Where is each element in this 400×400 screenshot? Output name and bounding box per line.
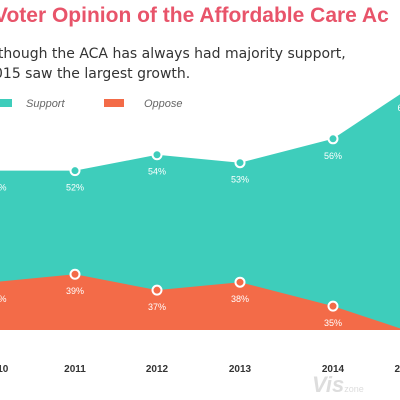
support-value-label: 6 bbox=[397, 103, 400, 113]
oppose-value-label: 35% bbox=[324, 318, 342, 328]
oppose-point bbox=[327, 300, 339, 312]
chart-subtitle: lthough the ACA has always had majority … bbox=[0, 44, 374, 84]
support-value-label: 56% bbox=[324, 151, 342, 161]
watermark-small: zone bbox=[344, 384, 364, 394]
support-value-label: 52% bbox=[66, 183, 84, 193]
legend-swatch-support bbox=[0, 99, 12, 107]
support-point bbox=[327, 133, 339, 145]
legend-label-oppose: Oppose bbox=[144, 98, 183, 110]
oppose-value-label: 8% bbox=[0, 294, 7, 304]
subtitle-line-1: lthough the ACA has always had majority … bbox=[0, 46, 346, 62]
watermark-logo: Viszone bbox=[312, 372, 364, 398]
oppose-value-label: 39% bbox=[66, 286, 84, 296]
x-tick-label: 010 bbox=[0, 364, 9, 375]
oppose-point bbox=[151, 284, 163, 296]
support-value-label: 2% bbox=[0, 183, 7, 193]
support-point bbox=[234, 157, 246, 169]
oppose-point bbox=[234, 276, 246, 288]
watermark-main: Vis bbox=[312, 372, 345, 397]
support-area bbox=[0, 94, 400, 330]
x-tick-label: 2014 bbox=[322, 364, 345, 375]
x-tick-label: 20 bbox=[394, 364, 400, 375]
chart-legend: Support Oppose bbox=[0, 98, 183, 110]
chart-title: Voter Opinion of the Affordable Care Ac bbox=[0, 4, 389, 27]
chart-markers: 2% 52% 54% 53% 56% 6 8% 39% 37% 38% 35% 3 bbox=[0, 103, 400, 352]
x-axis: 010 2011 2012 2013 2014 20 bbox=[0, 364, 400, 375]
support-value-label: 54% bbox=[148, 167, 166, 177]
oppose-value-label: 38% bbox=[231, 294, 249, 304]
support-value-label: 53% bbox=[231, 175, 249, 185]
support-point bbox=[69, 165, 81, 177]
oppose-point bbox=[69, 268, 81, 280]
chart-areas bbox=[0, 94, 400, 330]
x-tick-label: 2011 bbox=[64, 364, 86, 375]
x-tick-label: 2013 bbox=[229, 364, 252, 375]
oppose-value-label: 3 bbox=[397, 342, 400, 352]
subtitle-line-2: 015 saw the largest growth. bbox=[0, 66, 191, 82]
legend-label-support: Support bbox=[26, 98, 65, 110]
oppose-area bbox=[0, 274, 400, 330]
legend-swatch-oppose bbox=[104, 99, 124, 107]
x-tick-label: 2012 bbox=[146, 364, 169, 375]
support-point bbox=[151, 149, 163, 161]
oppose-value-label: 37% bbox=[148, 302, 166, 312]
